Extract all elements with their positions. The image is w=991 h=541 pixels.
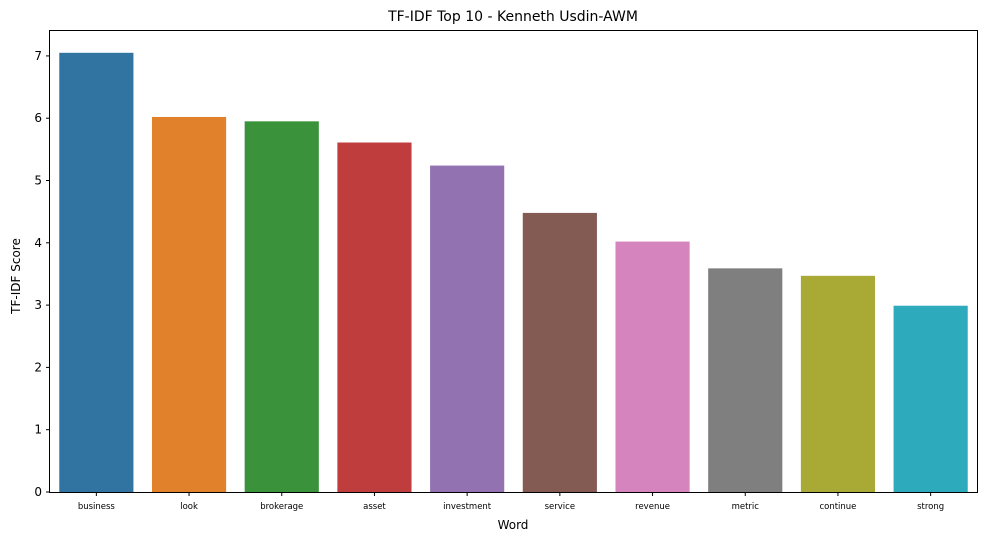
x-tick-label: metric <box>732 502 760 512</box>
x-tick-label: asset <box>363 502 386 512</box>
x-tick-label: continue <box>819 502 856 512</box>
x-tick-label: revenue <box>635 502 670 512</box>
bar-revenue <box>615 241 690 492</box>
x-tick-label: strong <box>917 502 944 512</box>
x-axis-ticks: business look brokerage asset investment serv… <box>78 492 944 512</box>
y-tick-label: 7 <box>34 49 42 63</box>
bar-metric <box>708 268 783 492</box>
y-tick-label: 2 <box>34 360 42 374</box>
x-tick-label: investment <box>443 502 492 512</box>
y-axis-ticks: 0 1 2 3 4 5 6 7 <box>34 49 50 499</box>
y-tick-label: 5 <box>34 174 42 188</box>
bar-look <box>151 116 227 492</box>
chart-title: TF-IDF Top 10 - Kenneth Usdin-AWM <box>387 9 638 25</box>
bar-strong <box>893 305 968 492</box>
bar-continue <box>800 275 876 492</box>
x-axis-label: Word <box>498 518 529 532</box>
x-tick-label: business <box>78 502 116 512</box>
bar-service <box>522 212 597 492</box>
bar-asset <box>337 142 412 492</box>
bar-investment <box>430 165 505 492</box>
plot-frame <box>49 30 978 493</box>
x-tick-label: service <box>545 502 575 512</box>
y-tick-label: 1 <box>34 423 42 437</box>
y-tick-label: 0 <box>34 485 42 499</box>
x-tick-label: brokerage <box>260 502 303 512</box>
y-tick-label: 4 <box>34 236 42 250</box>
bar-brokerage <box>244 121 319 492</box>
bars-group <box>59 52 968 493</box>
y-tick-label: 6 <box>34 111 42 125</box>
y-axis-label: TF-IDF Score <box>9 238 23 315</box>
x-tick-label: look <box>180 502 198 512</box>
y-tick-label: 3 <box>34 298 42 312</box>
bar-business <box>59 52 134 493</box>
